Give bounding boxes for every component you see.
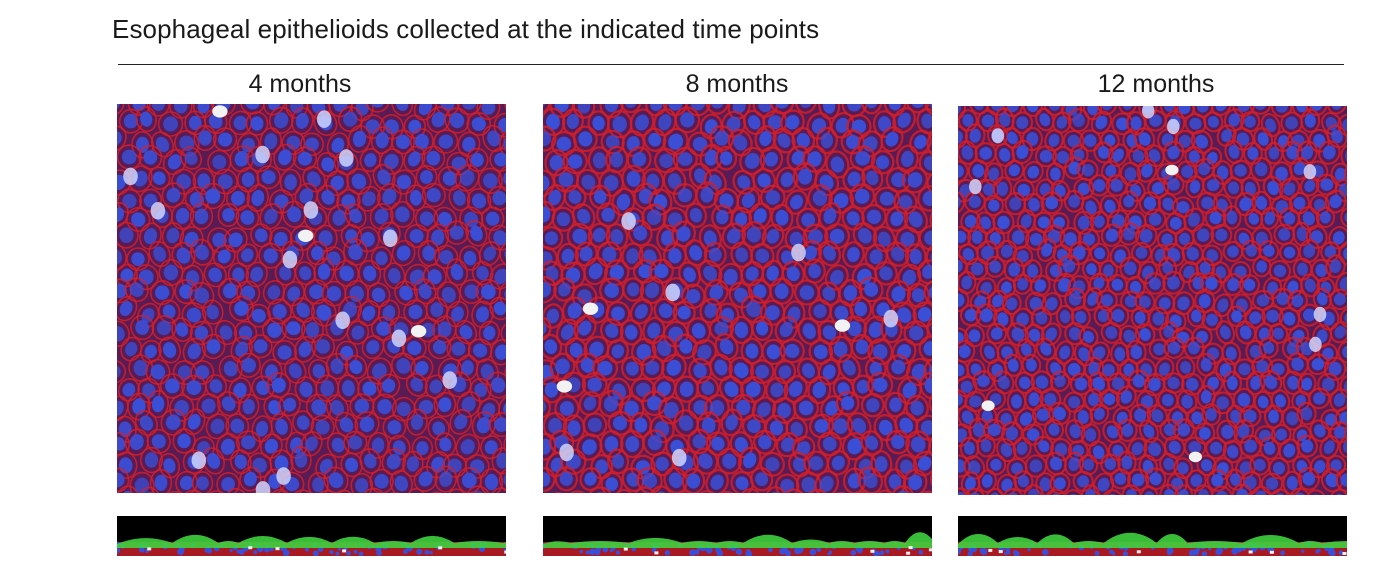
panel-label-12-months: 12 months <box>1097 70 1215 98</box>
micrograph-4-months <box>117 104 506 493</box>
cross-section-8-months <box>543 516 932 556</box>
title-divider <box>118 64 1344 65</box>
micrograph-12-months <box>958 106 1347 495</box>
panel-label-4-months: 4 months <box>248 70 352 98</box>
panel-label-8-months: 8 months <box>685 70 789 98</box>
cross-section-12-months <box>958 516 1347 556</box>
cross-section-4-months <box>117 516 506 556</box>
figure-title: Esophageal epithelioids collected at the… <box>112 14 820 44</box>
micrograph-8-months <box>543 104 932 493</box>
